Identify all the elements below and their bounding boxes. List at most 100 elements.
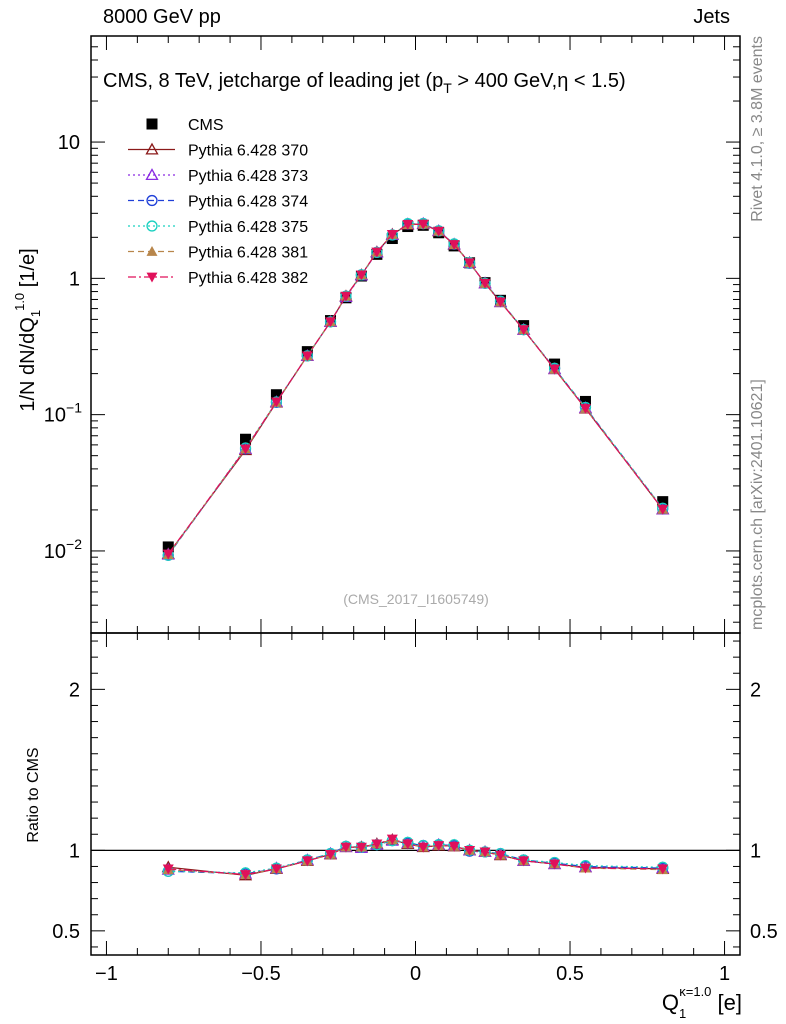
main-axis-ticks: 10−2 10−1 1 10 (44, 35, 740, 633)
y-tick-label-right: 1 (750, 840, 761, 862)
chart-title: CMS, 8 TeV, jetcharge of leading jet (pT… (103, 70, 626, 96)
data-point-s382 (355, 270, 367, 281)
main-y-axis-label: 1/N dN/dQ11.0 [1/e] (12, 248, 43, 411)
ratio-point-s382 (162, 864, 174, 875)
ratio-point-s382 (417, 842, 429, 853)
legend-item-s370: Pythia 6.428 370 (128, 143, 308, 160)
data-point-s382 (518, 325, 530, 336)
ratio-point-s382 (325, 849, 337, 860)
ratio-series-group (161, 833, 670, 881)
ratio-point-s382 (386, 834, 398, 845)
legend-item-s373: Pythia 6.428 373 (128, 168, 308, 185)
data-point-s382 (494, 297, 506, 308)
rivet-version-label: Rivet 4.1.0, ≥ 3.8M events (749, 36, 766, 222)
ratio-point-s382 (494, 850, 506, 861)
ratio-series-s373 (161, 833, 670, 879)
header-category-label: Jets (693, 6, 730, 28)
y-tick-label: 2 (69, 679, 80, 701)
header-process-label: 8000 GeV pp (103, 6, 221, 28)
series-s382 (162, 219, 669, 560)
y-tick-label: 1 (69, 840, 80, 862)
data-point-s382 (433, 226, 445, 237)
legend-marker-s374 (146, 194, 158, 207)
legend-label-s370: Pythia 6.428 370 (188, 143, 308, 160)
legend-label-s375: Pythia 6.428 375 (188, 219, 308, 236)
legend-label-s381: Pythia 6.428 381 (188, 245, 308, 262)
legend-marker-s375 (146, 220, 158, 232)
ratio-point-s382 (301, 856, 313, 867)
data-point-cms (657, 496, 669, 508)
ratio-point-s382 (433, 841, 445, 852)
ratio-point-s382 (402, 839, 414, 850)
y-tick-label: 1 (69, 268, 80, 290)
ratio-point-s382 (448, 841, 460, 852)
y-tick-label: 10−2 (44, 536, 82, 563)
ratio-point-s382 (270, 864, 282, 875)
x-tick-label: −1 (95, 963, 118, 985)
main-series-group (161, 216, 670, 561)
legend-item-s374: Pythia 6.428 374 (128, 194, 308, 211)
x-tick-label: 0 (410, 963, 421, 985)
ratio-point-s382 (355, 842, 367, 853)
legend-label-s373: Pythia 6.428 373 (188, 168, 308, 185)
ratio-point-s382 (579, 863, 591, 874)
legend: CMS Pythia 6.428 370 Pythia 6.428 373 Pythi… (128, 117, 308, 287)
series-line-s382 (167, 223, 664, 555)
ratio-point-s382 (340, 842, 352, 853)
legend-item-s382: Pythia 6.428 382 (128, 270, 308, 287)
legend-label-cms: CMS (188, 117, 224, 134)
data-point-s382 (240, 444, 252, 455)
legend-marker-s373 (145, 168, 159, 181)
mcplots-source-label: mcplots.cern.ch [arXiv:2401.10621] (749, 379, 766, 630)
legend-label-s374: Pythia 6.428 374 (188, 194, 308, 211)
ratio-point-s382 (549, 859, 561, 870)
legend-marker-cms (146, 118, 158, 130)
data-point-s382 (402, 219, 414, 230)
data-point-s382 (579, 404, 591, 414)
legend-item-cms: CMS (146, 117, 224, 134)
data-point-s382 (464, 258, 476, 269)
ratio-point-s382 (657, 864, 669, 875)
ratio-point-s382 (464, 845, 476, 856)
analysis-watermark: (CMS_2017_I1605749) (343, 591, 489, 607)
y-tick-label: 10 (58, 132, 80, 154)
data-point-s382 (417, 219, 429, 230)
data-point-s382 (371, 247, 383, 258)
legend-marker-s370 (145, 142, 159, 155)
data-point-s382 (479, 278, 491, 289)
ratio-y-axis-label: Ratio to CMS (25, 747, 42, 842)
x-tick-label: −0.5 (241, 963, 280, 985)
ratio-point-s382 (518, 856, 530, 867)
ratio-series-s382 (162, 834, 669, 880)
y-tick-label-right: 2 (750, 679, 761, 701)
y-tick-label-right: 0.5 (750, 921, 778, 943)
data-point-cms (240, 433, 252, 445)
ratio-panel-frame (90, 632, 741, 956)
x-axis-label: Q1κ=1.0 [e] (662, 984, 742, 1021)
legend-item-s375: Pythia 6.428 375 (128, 219, 308, 236)
legend-label-s382: Pythia 6.428 382 (188, 270, 308, 287)
y-tick-label: 10−1 (44, 400, 82, 427)
data-point-s382 (162, 549, 174, 560)
data-point-s382 (386, 230, 398, 240)
data-point-s382 (270, 397, 282, 408)
data-point-s382 (325, 317, 337, 328)
data-point-s382 (301, 351, 313, 362)
ratio-point-s382 (240, 870, 252, 880)
series-line-s374 (167, 223, 664, 556)
data-point-s382 (340, 291, 352, 302)
ratio-axis-ticks: −1 −0.5 0 0.5 1 0.5 0.5 1 1 2 2 (52, 633, 778, 985)
ratio-point-s382 (371, 839, 383, 850)
ratio-line-s382 (168, 838, 663, 876)
data-point-cms (270, 389, 282, 401)
y-tick-label: 0.5 (52, 921, 80, 943)
legend-marker-s382 (146, 272, 158, 283)
data-point-s382 (549, 364, 561, 375)
data-point-s382 (448, 240, 460, 251)
data-point-cms (162, 541, 174, 553)
ratio-series-s375 (162, 835, 669, 879)
legend-item-s381: Pythia 6.428 381 (128, 245, 308, 262)
x-tick-label: 0.5 (556, 963, 584, 985)
data-point-s382 (657, 504, 669, 515)
ratio-point-s382 (479, 847, 491, 858)
